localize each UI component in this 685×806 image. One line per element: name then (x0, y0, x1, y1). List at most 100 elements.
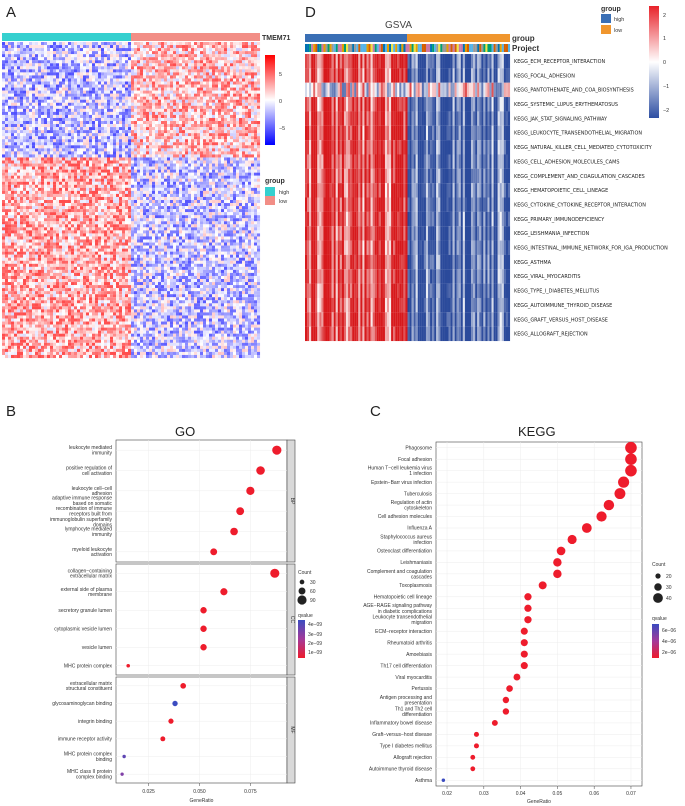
heatmap-a-cell (155, 172, 159, 176)
heatmap-a-cell (140, 151, 144, 155)
heatmap-a-cell (134, 206, 138, 210)
heatmap-a-cell (74, 75, 78, 79)
heatmap-a-cell (254, 209, 258, 213)
heatmap-a-cell (23, 133, 27, 137)
heatmap-a-cell (89, 66, 93, 70)
heatmap-a-cell (251, 163, 255, 167)
heatmap-a-cell (227, 212, 231, 216)
heatmap-a-cell (77, 105, 81, 109)
heatmap-a-cell (131, 111, 135, 115)
heatmap-a-cell (152, 212, 156, 216)
heatmap-a-cell (8, 160, 12, 164)
heatmap-a-cell (137, 148, 141, 152)
heatmap-a-cell (185, 133, 189, 137)
heatmap-a-cell (23, 157, 27, 161)
heatmap-a-cell (158, 136, 162, 140)
heatmap-a-cell (107, 157, 111, 161)
heatmap-a-cell (239, 117, 243, 122)
heatmap-a-cell (137, 181, 141, 185)
heatmap-a-cell (140, 54, 144, 58)
heatmap-a-cell (47, 196, 51, 201)
heatmap-a-cell (140, 209, 144, 213)
heatmap-a-cell (131, 78, 135, 82)
heatmap-a-cell (92, 178, 96, 182)
heatmap-a-cell (101, 142, 105, 146)
heatmap-a-cell (221, 178, 225, 182)
heatmap-a-cell (170, 108, 174, 112)
heatmap-a-cell (47, 163, 51, 167)
heatmap-a-cell (50, 157, 54, 161)
heatmap-a-cell (122, 172, 126, 176)
heatmap-a-cell (62, 196, 66, 201)
heatmap-a-cell (53, 81, 57, 85)
heatmap-a-cell (29, 114, 33, 119)
heatmap-a-cell (221, 45, 225, 49)
heatmap-a-cell (14, 63, 18, 67)
heatmap-a-cell (47, 63, 51, 67)
heatmap-a-cell (26, 209, 30, 213)
heatmap-a-cell (161, 124, 165, 128)
heatmap-a-cell (158, 75, 162, 79)
heatmap-a-cell (137, 69, 141, 73)
heatmap-a-cell (248, 154, 252, 158)
heatmap-a-cell (170, 51, 174, 55)
heatmap-a-cell (227, 130, 231, 134)
heatmap-a-cell (203, 212, 207, 216)
heatmap-a-cell (65, 196, 69, 201)
heatmap-a-cell (110, 181, 114, 185)
heatmap-a-cell (113, 160, 117, 164)
heatmap-a-cell (134, 215, 138, 219)
heatmap-a-cell (77, 108, 81, 112)
heatmap-a-cell (146, 114, 150, 119)
heatmap-a-cell (170, 66, 174, 70)
heatmap-a-cell (41, 66, 45, 70)
heatmap-a-cell (11, 206, 15, 210)
heatmap-a-cell (188, 102, 192, 106)
heatmap-a-cell (62, 166, 66, 170)
heatmap-a-cell (47, 78, 51, 82)
heatmap-a-cell (197, 124, 201, 128)
heatmap-a-cell (188, 157, 192, 161)
heatmap-a-cell (149, 51, 153, 55)
heatmap-a-cell (29, 81, 33, 85)
heatmap-a-cell (257, 166, 261, 170)
heatmap-a-cell (257, 87, 261, 91)
heatmap-a-cell (131, 60, 135, 64)
heatmap-a-cell (116, 139, 120, 143)
heatmap-a-cell (47, 42, 51, 46)
heatmap-a-cell (236, 142, 240, 146)
heatmap-a-cell (17, 78, 21, 82)
heatmap-a-cell (14, 178, 18, 182)
heatmap-a-cell (224, 69, 228, 73)
heatmap-a-cell (239, 45, 243, 49)
heatmap-a-cell (245, 172, 249, 176)
heatmap-a-cell (221, 142, 225, 146)
heatmap-a-cell (92, 90, 96, 94)
heatmap-a-cell (155, 148, 159, 152)
heatmap-a-cell (128, 108, 132, 112)
heatmap-a-cell (191, 139, 195, 143)
heatmap-a-cell (113, 175, 117, 179)
heatmap-a-cell (206, 212, 210, 216)
heatmap-a-cell (197, 169, 201, 173)
heatmap-a-cell (227, 139, 231, 143)
heatmap-a-cell (92, 124, 96, 128)
heatmap-a-cell (77, 117, 81, 122)
heatmap-a-cell (158, 148, 162, 152)
heatmap-a-cell (77, 212, 81, 216)
heatmap-a-cell (77, 206, 81, 210)
heatmap-a-cell (197, 139, 201, 143)
heatmap-a-cell (257, 139, 261, 143)
heatmap-a-cell (218, 200, 222, 204)
heatmap-a-cell (32, 181, 36, 185)
heatmap-a-cell (155, 181, 159, 185)
heatmap-a-cell (221, 184, 225, 188)
heatmap-a-cell (53, 145, 57, 149)
heatmap-a-cell (23, 145, 27, 149)
heatmap-a-cell (236, 51, 240, 55)
heatmap-a-cell (11, 111, 15, 115)
heatmap-a-cell (89, 206, 93, 210)
heatmap-a-cell (221, 157, 225, 161)
heatmap-a-cell (161, 99, 165, 103)
heatmap-a-cell (77, 72, 81, 76)
